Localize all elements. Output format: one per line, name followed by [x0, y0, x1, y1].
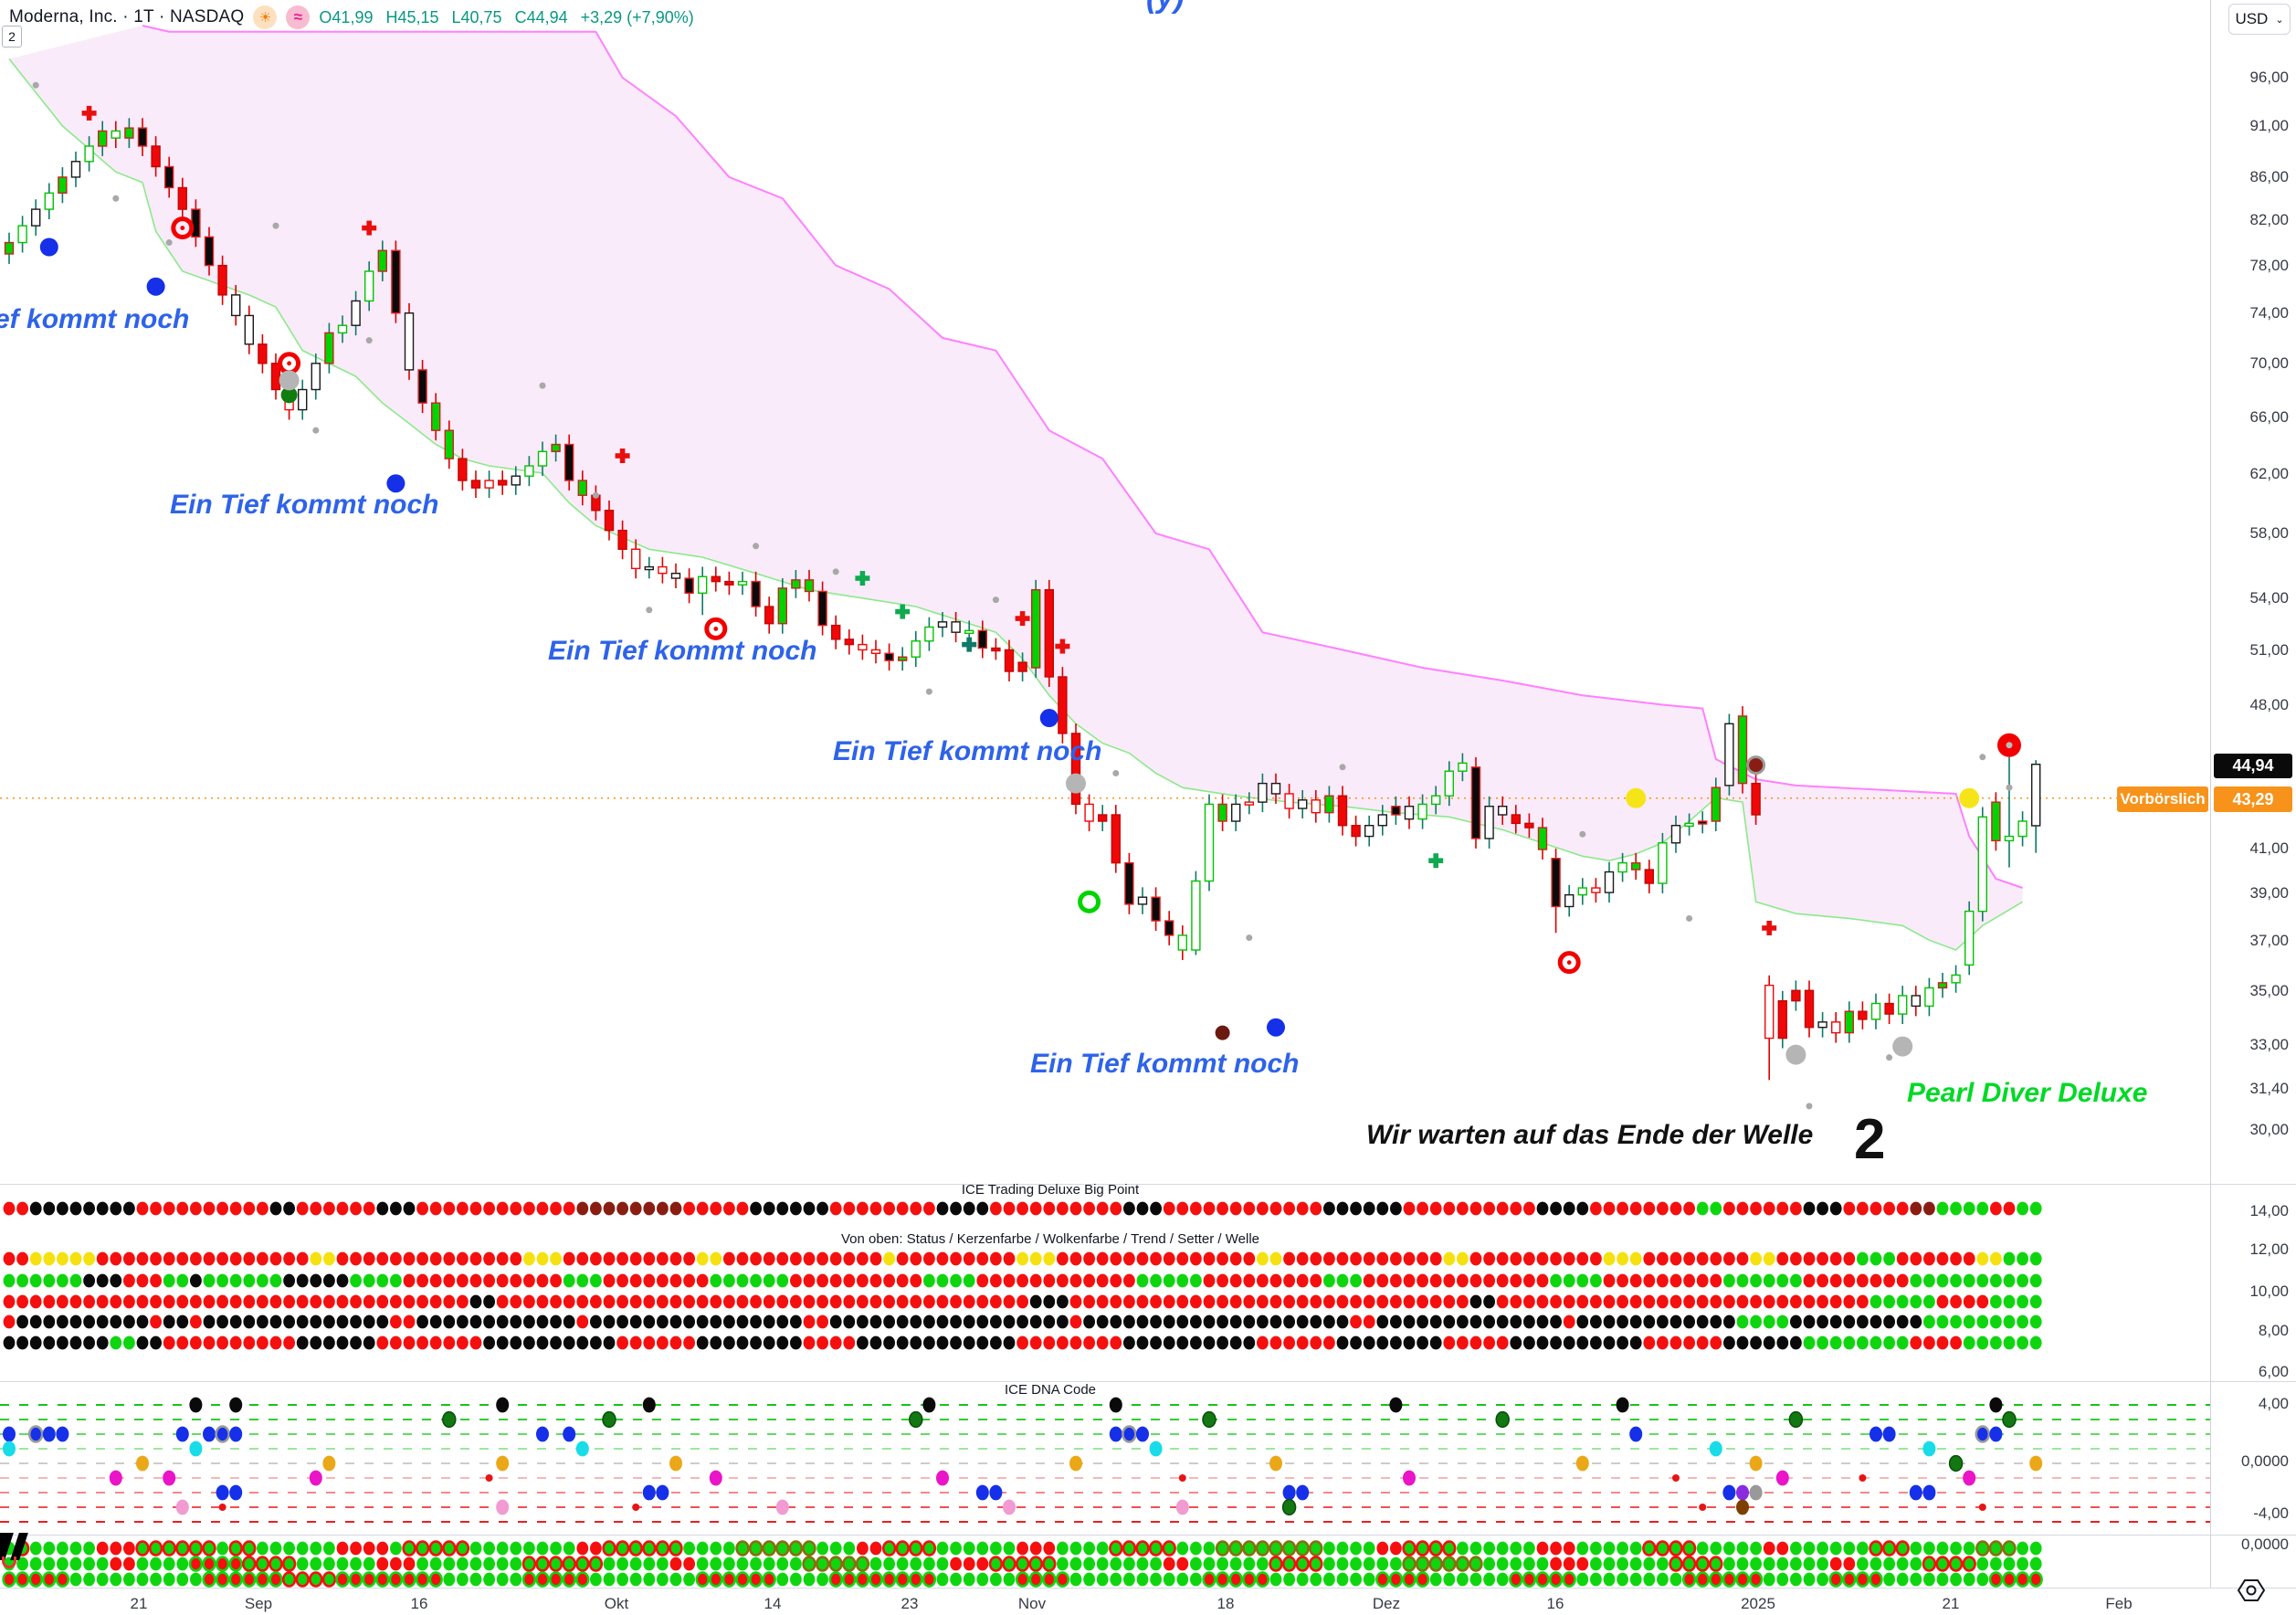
time-tick-label: Dez [1372, 1595, 1401, 1612]
price-tick-label: 0,0000 [2241, 1452, 2289, 1470]
price-tick-label: 12,00 [2249, 1240, 2289, 1258]
price-tick-label: 4,00 [2258, 1395, 2289, 1412]
time-tick-label: 2025 [1741, 1595, 1775, 1612]
price-tick-label: 78,00 [2249, 257, 2289, 274]
price-tick-label: 54,00 [2249, 589, 2289, 607]
price-tick-label: 41,00 [2249, 839, 2289, 857]
price-tick-label: 48,00 [2249, 696, 2289, 713]
annotation-welle: Wir warten auf das Ende der Welle [1366, 1120, 1814, 1150]
price-tick-label: 96,00 [2249, 69, 2289, 86]
sun-icon[interactable]: ☀ [253, 5, 278, 29]
time-tick-label: Nov [1017, 1595, 1047, 1612]
price-tick-label: 86,00 [2249, 168, 2289, 185]
time-axis-separator [0, 1588, 2296, 1589]
dna-title: ICE DNA Code [1004, 1382, 1097, 1398]
price-tick-label: -4,00 [2253, 1504, 2289, 1522]
premarket-label: Vorbörslich [2117, 786, 2208, 812]
time-tick-label: 21 [1942, 1595, 1960, 1612]
time-tick-label: 14 [764, 1595, 782, 1612]
currency-value: USD [2235, 10, 2269, 27]
change-value: +3,29 (+7,90%) [580, 7, 694, 26]
time-tick-label: Feb [2105, 1595, 2133, 1612]
price-tick-label: 6,00 [2258, 1363, 2289, 1380]
price-tick-label: 39,00 [2249, 884, 2289, 902]
annotation-tief-1: ef kommt noch [0, 304, 190, 334]
big-point-title: ICE Trading Deluxe Big Point [961, 1182, 1140, 1198]
price-tick-label: 14,00 [2249, 1202, 2289, 1219]
price-tick-label: 0,0000 [2241, 1536, 2289, 1553]
time-tick-label: 16 [1546, 1595, 1564, 1612]
chevron-down-icon: ⌄ [2275, 14, 2284, 26]
last-price-tag: 44,94 [2214, 754, 2292, 778]
panel-separator[interactable] [0, 1381, 2296, 1382]
price-tick-label: 10,00 [2249, 1282, 2289, 1300]
annotation-tief-4: Ein Tief kommt noch [833, 736, 1102, 766]
currency-selector[interactable]: USD ⌄ [2228, 4, 2291, 35]
price-axis-separator [2210, 0, 2211, 1588]
time-tick-label: Sep [244, 1595, 273, 1612]
approx-icon[interactable]: ≈ [286, 5, 311, 29]
price-tick-label: 70,00 [2249, 354, 2289, 372]
chart-header: Moderna, Inc. · 1T · NASDAQ ☀ ≈ O41,99 H… [9, 5, 694, 29]
price-tick-label: 58,00 [2249, 524, 2289, 542]
symbol-title[interactable]: Moderna, Inc. · 1T · NASDAQ [9, 7, 245, 26]
gear-icon[interactable] [2236, 1577, 2267, 1604]
panel-separator[interactable] [0, 1535, 2296, 1536]
time-tick-label: 18 [1216, 1595, 1235, 1612]
time-tick-label: 21 [130, 1595, 148, 1612]
time-tick-label: 23 [900, 1595, 919, 1612]
price-tick-label: 31,40 [2249, 1080, 2289, 1097]
price-tick-label: 8,00 [2258, 1322, 2289, 1339]
annotation-pearl-diver: Pearl Diver Deluxe [1907, 1078, 2148, 1108]
big-point-caption: Von oben: Status / Kerzenfarbe / Wolkenf… [840, 1231, 1260, 1247]
price-tick-label: 66,00 [2249, 408, 2289, 426]
price-tick-label: 37,00 [2249, 932, 2289, 949]
ohlc-readout: O41,99 H45,15 L40,75 C44,94 +3,29 (+7,90… [319, 8, 693, 27]
watermark-logo [0, 1533, 37, 1569]
price-tick-label: 51,00 [2249, 641, 2289, 659]
time-tick-label: Okt [604, 1595, 629, 1612]
price-tick-label: 91,00 [2249, 117, 2289, 134]
panel-separator[interactable] [0, 1184, 2296, 1185]
premarket-price-tag: 43,29 [2214, 786, 2292, 812]
annotation-tief-5: Ein Tief kommt noch [1030, 1049, 1300, 1079]
high-value: H45,15 [385, 7, 439, 26]
open-value: O41,99 [319, 7, 374, 26]
clipped-blue-title: (y) [1146, 0, 1185, 16]
annotation-tief-3: Ein Tief kommt noch [548, 636, 817, 666]
time-tick-label: 16 [410, 1595, 428, 1612]
price-tick-label: 74,00 [2249, 304, 2289, 322]
annotation-wave-number: 2 [1854, 1108, 1886, 1171]
price-tick-label: 35,00 [2249, 982, 2289, 999]
annotation-tief-2: Ein Tief kommt noch [170, 490, 439, 520]
price-tick-label: 62,00 [2249, 465, 2289, 482]
price-tick-label: 82,00 [2249, 211, 2289, 228]
price-tick-label: 30,00 [2249, 1121, 2289, 1138]
price-tick-label: 33,00 [2249, 1036, 2289, 1053]
low-value: L40,75 [451, 7, 502, 26]
pane-badge[interactable]: 2 [2, 26, 22, 48]
close-value: C44,94 [514, 7, 568, 26]
